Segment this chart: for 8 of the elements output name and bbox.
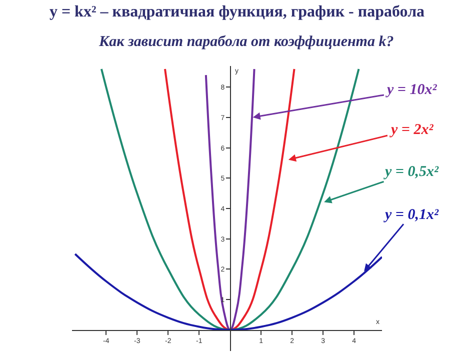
- annotation: y = 10x²: [385, 82, 438, 98]
- annotation: y = 0,1x²: [383, 207, 439, 223]
- chart-subtitle: Как зависит парабола от коэффициента k?: [98, 34, 394, 50]
- line-series: [100, 68, 360, 331]
- annotation: y = 0,5x²: [383, 164, 439, 180]
- annotation: y = 2x²: [389, 122, 434, 138]
- chart-title: y = kx² – квадратичная функция, график - парабола: [49, 4, 425, 21]
- line-series: [164, 68, 296, 331]
